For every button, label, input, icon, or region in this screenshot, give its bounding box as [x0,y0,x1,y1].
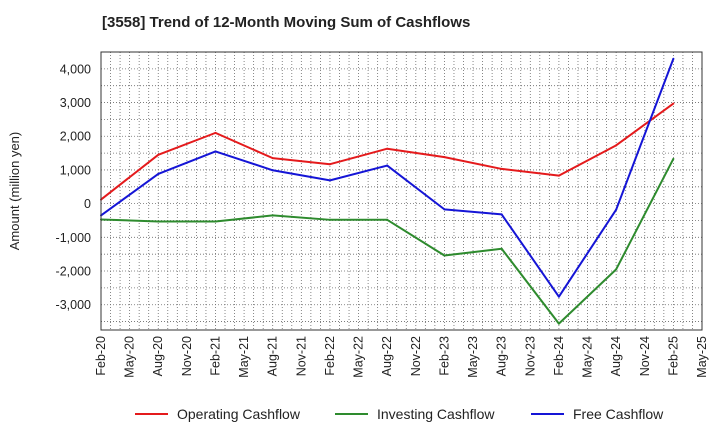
data-point [500,167,503,170]
data-point [557,174,560,177]
data-point [271,157,274,160]
y-tick-label: -1,000 [56,231,91,245]
legend-label: Investing Cashflow [377,406,495,422]
legend-label: Free Cashflow [573,406,664,422]
data-point [672,57,675,60]
data-point [557,322,560,325]
data-point [157,220,160,223]
x-tick-label: May-20 [123,336,137,378]
x-tick-label: Feb-24 [552,336,566,376]
x-tick-label: May-25 [695,336,709,378]
data-point [500,213,503,216]
x-tick-label: Feb-22 [323,336,337,376]
data-point [443,254,446,257]
y-tick-label: 2,000 [60,130,91,144]
y-tick-label: -2,000 [56,265,91,279]
x-tick-label: Aug-23 [495,336,509,376]
x-tick-label: May-21 [237,336,251,378]
x-tick-label: May-24 [581,336,595,378]
data-point [328,163,331,166]
x-tick-label: Aug-21 [266,336,280,376]
data-point [386,218,389,221]
data-point [615,144,618,147]
x-tick-label: Aug-20 [151,336,165,376]
x-tick-label: May-23 [466,336,480,378]
x-tick-label: May-22 [352,336,366,378]
data-point [271,214,274,217]
data-point [615,268,618,271]
x-tick-label: Nov-20 [180,336,194,376]
legend-label: Operating Cashflow [177,406,301,422]
data-point [443,156,446,159]
x-tick-label: Nov-22 [409,336,423,376]
data-point [157,172,160,175]
x-tick-label: Aug-24 [609,336,623,376]
plot-area [101,52,702,330]
series-lines [100,57,675,325]
x-tick-label: Feb-20 [94,336,108,376]
y-tick-label: 4,000 [60,62,91,76]
x-tick-label: Nov-21 [294,336,308,376]
y-tick-label: -3,000 [56,298,91,312]
data-point [443,208,446,211]
x-tick-label: Feb-25 [666,336,680,376]
x-tick-label: Nov-23 [523,336,537,376]
y-tick-label: 0 [84,197,91,211]
chart-title: [3558] Trend of 12-Month Moving Sum of C… [102,14,471,31]
x-tick-label: Feb-21 [208,336,222,376]
data-point [328,218,331,221]
plot-border [100,51,703,331]
data-point [386,164,389,167]
y-axis-title: Amount (million yen) [7,132,22,251]
data-point [615,208,618,211]
y-tick-labels: 4,000 3,000 2,000 1,000 0 -1,000 -2,000 -3,000 [56,62,92,312]
data-point [328,179,331,182]
data-point [271,169,274,172]
x-tick-label: Aug-22 [380,336,394,376]
x-tick-label: Nov-24 [638,336,652,376]
y-tick-label: 3,000 [60,96,91,110]
data-point [672,157,675,160]
data-point [214,220,217,223]
x-tick-label: Feb-23 [437,336,451,376]
data-point [214,131,217,134]
data-point [500,247,503,250]
data-point [214,150,217,153]
grid-lines [101,52,702,330]
x-tick-labels: Feb-20 May-20 Aug-20 Nov-20 Feb-21 May-21 Aug-… [94,336,709,378]
data-point [672,102,675,105]
y-tick-label: 1,000 [60,163,91,177]
legend: Operating Cashflow Investing Cashflow Free… [135,406,664,422]
data-point [557,295,560,298]
data-point [386,147,389,150]
data-point [157,153,160,156]
